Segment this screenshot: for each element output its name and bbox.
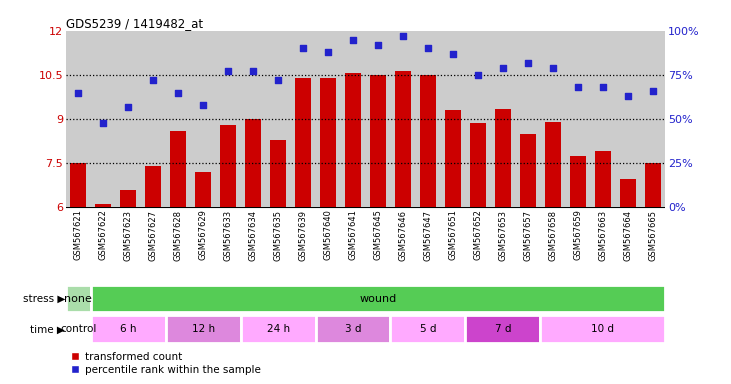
Text: GSM567623: GSM567623 (124, 210, 133, 261)
Bar (91, 316, 166, 343)
Text: GSM567646: GSM567646 (398, 210, 407, 261)
Text: 7 d: 7 d (495, 324, 511, 334)
Point (622, 93, 634, 99)
Text: 10 d: 10 d (591, 324, 614, 334)
Text: GSM567629: GSM567629 (199, 210, 208, 260)
Bar (66, 316, 91, 343)
Text: GSM567635: GSM567635 (273, 210, 283, 261)
Text: GSM567645: GSM567645 (374, 210, 382, 260)
Bar (390, 316, 466, 343)
Bar (645, 163, 661, 207)
Bar (545, 122, 561, 207)
Text: GSM567664: GSM567664 (624, 210, 632, 261)
Text: 12 h: 12 h (192, 324, 215, 334)
Bar (466, 316, 540, 343)
Point (547, 65, 558, 71)
Point (122, 104, 134, 110)
Text: control: control (60, 324, 96, 334)
Point (597, 84, 609, 90)
Text: none: none (64, 293, 92, 304)
Text: GSM567647: GSM567647 (423, 210, 433, 261)
Text: GSM567633: GSM567633 (224, 210, 232, 261)
Bar (444, 110, 461, 207)
Text: GSM567651: GSM567651 (448, 210, 458, 260)
Point (322, 49, 334, 55)
Text: 6 h: 6 h (120, 324, 137, 334)
Bar (395, 71, 411, 207)
Point (247, 68, 259, 74)
Text: GSM567641: GSM567641 (349, 210, 357, 260)
Text: GSM567657: GSM567657 (523, 210, 532, 261)
Text: wound: wound (360, 293, 397, 304)
Text: GSM567652: GSM567652 (474, 210, 482, 260)
Bar (170, 131, 186, 207)
Text: 3 d: 3 d (345, 324, 361, 334)
Point (298, 45, 309, 51)
Text: GSM567627: GSM567627 (148, 210, 158, 261)
Text: GSM567653: GSM567653 (499, 210, 507, 261)
Text: time ▶: time ▶ (31, 324, 65, 334)
Point (397, 33, 409, 39)
Bar (145, 166, 162, 207)
Point (647, 88, 659, 94)
Text: GSM567622: GSM567622 (99, 210, 107, 260)
Text: GSM567658: GSM567658 (548, 210, 557, 261)
Bar (240, 316, 316, 343)
Point (572, 84, 583, 90)
Bar (245, 119, 261, 207)
Point (197, 102, 209, 108)
Bar (220, 125, 236, 207)
Point (472, 72, 484, 78)
Text: GSM567639: GSM567639 (298, 210, 308, 261)
Bar (166, 316, 240, 343)
Bar (66, 285, 91, 313)
Text: GSM567640: GSM567640 (324, 210, 333, 260)
Text: 24 h: 24 h (267, 324, 289, 334)
Bar (540, 316, 665, 343)
Point (173, 89, 184, 96)
Bar (270, 140, 287, 207)
Text: GSM567634: GSM567634 (249, 210, 257, 261)
Bar (370, 75, 386, 207)
Point (97, 119, 109, 126)
Bar (620, 179, 636, 207)
Bar (420, 75, 436, 207)
Bar (569, 156, 586, 207)
Bar (495, 109, 511, 207)
Point (372, 42, 384, 48)
Point (347, 36, 359, 43)
Bar (520, 134, 536, 207)
Point (522, 60, 534, 66)
Text: GDS5239 / 1419482_at: GDS5239 / 1419482_at (66, 17, 203, 30)
Bar (70, 163, 86, 207)
Bar (594, 151, 611, 207)
Text: GSM567663: GSM567663 (598, 210, 607, 261)
Bar (95, 204, 111, 207)
Point (272, 77, 284, 83)
Bar (470, 124, 486, 207)
Text: GSM567659: GSM567659 (573, 210, 583, 260)
Text: 5 d: 5 d (420, 324, 436, 334)
Bar (120, 190, 137, 207)
Bar (195, 172, 211, 207)
Point (72, 89, 84, 96)
Bar (316, 316, 390, 343)
Point (222, 68, 234, 74)
Legend: transformed count, percentile rank within the sample: transformed count, percentile rank withi… (71, 352, 260, 375)
Bar (345, 73, 361, 207)
Point (422, 45, 433, 51)
Point (447, 51, 459, 57)
Text: stress ▶: stress ▶ (23, 293, 65, 304)
Bar (295, 78, 311, 207)
Bar (320, 78, 336, 207)
Point (148, 77, 159, 83)
Text: GSM567621: GSM567621 (74, 210, 83, 260)
Text: GSM567628: GSM567628 (174, 210, 183, 261)
Text: GSM567665: GSM567665 (648, 210, 657, 261)
Point (497, 65, 509, 71)
